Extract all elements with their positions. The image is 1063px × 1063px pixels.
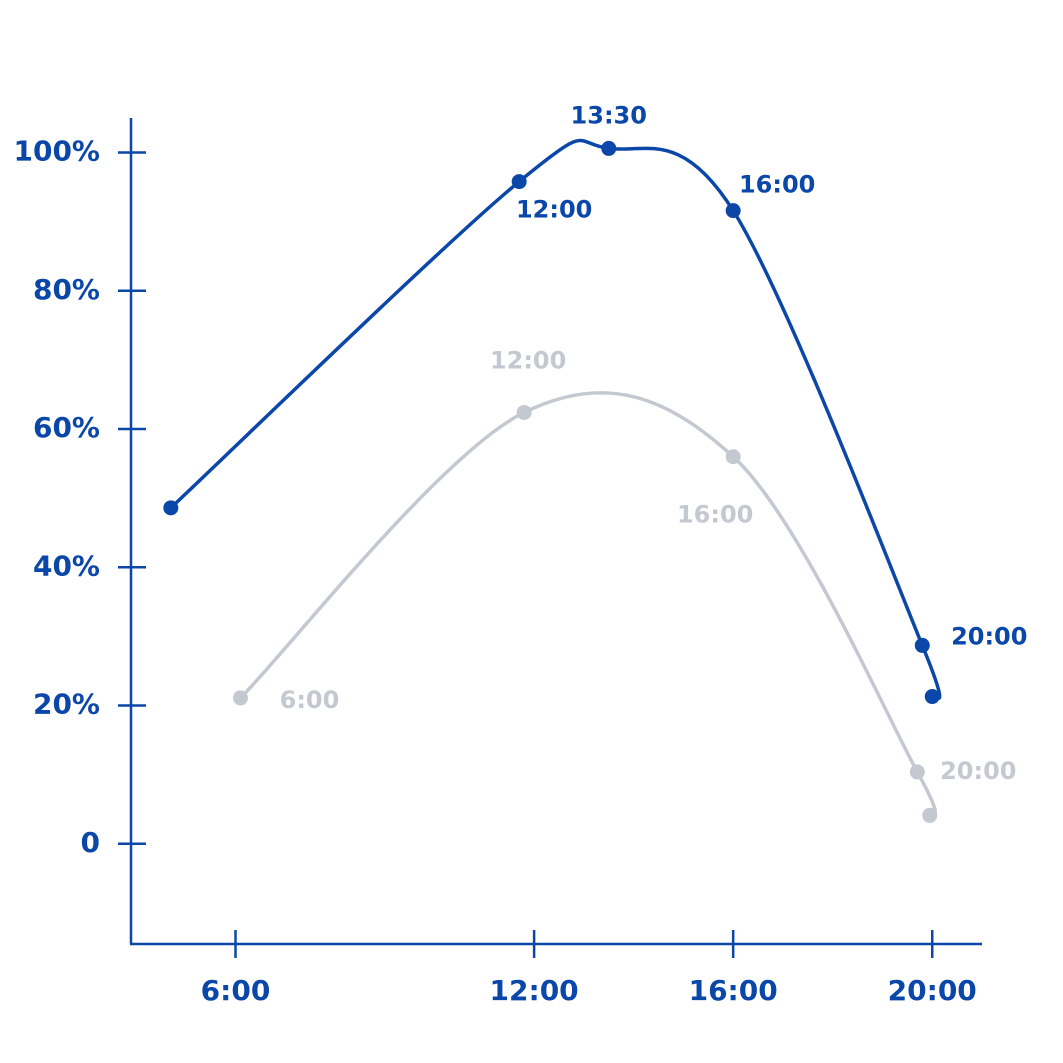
- y-tick-label: 80%: [33, 273, 100, 306]
- point-label: 20:00: [951, 622, 1027, 650]
- y-tick-label: 40%: [33, 549, 100, 582]
- point: [725, 203, 741, 219]
- point-label: 12:00: [516, 196, 592, 224]
- point-label: 16:00: [739, 171, 815, 199]
- point: [511, 174, 527, 190]
- y-tick-label: 0: [81, 826, 100, 859]
- x-tick-label: 12:00: [490, 974, 579, 1007]
- point: [601, 140, 617, 156]
- point: [516, 404, 532, 420]
- point-label: 20:00: [940, 757, 1016, 785]
- point: [725, 449, 741, 465]
- y-tick-label: 20%: [33, 688, 100, 721]
- point: [163, 500, 179, 516]
- x-tick-label: 6:00: [201, 974, 271, 1007]
- y-tick-label: 100%: [13, 135, 100, 168]
- point-label: 13:30: [571, 101, 647, 129]
- point: [909, 764, 925, 780]
- y-tick-label: 60%: [33, 411, 100, 444]
- x-tick-label: 20:00: [888, 974, 977, 1007]
- point-label: 6:00: [280, 686, 340, 714]
- line: [239, 391, 938, 816]
- line: [169, 138, 942, 701]
- point: [922, 807, 938, 823]
- point-label: 12:00: [490, 346, 566, 374]
- point: [232, 690, 248, 706]
- point-label: 16:00: [677, 501, 753, 529]
- point: [924, 689, 940, 705]
- point: [914, 637, 930, 653]
- x-tick-label: 16:00: [689, 974, 778, 1007]
